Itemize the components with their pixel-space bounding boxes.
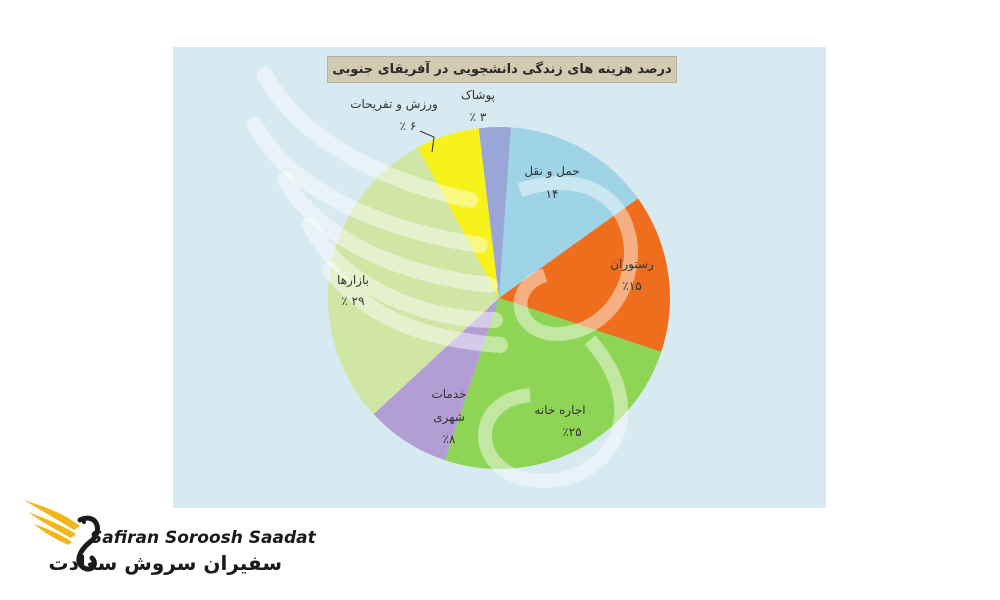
brand-name-fa: سفیران سروش سعادت <box>48 551 283 575</box>
leader-line-sports <box>419 130 435 153</box>
slice-label-utilities-1: خدمات <box>431 387 466 401</box>
watermark-swirl <box>478 176 638 488</box>
pie-slice-markets <box>328 147 499 415</box>
slice-labels: حمل و نقل ۱۴ رستوران ٪۱۵ اجاره خانه ٪۲۵ … <box>337 88 654 446</box>
slice-label-clothing: پوشاک <box>461 88 495 103</box>
slice-label-sports: ورزش و تفریحات <box>350 97 438 112</box>
slice-value-markets: ٪ ۲۹ <box>341 294 364 308</box>
slice-value-clothing: ٪ ۳ <box>470 110 487 124</box>
pie-slice-utilities <box>373 298 499 461</box>
slice-value-rent: ٪۲۵ <box>562 425 581 439</box>
pie-slices <box>328 127 671 469</box>
slice-label-markets: بازارها <box>337 273 369 288</box>
slice-label-transport: حمل و نقل <box>524 164 579 179</box>
pie-slice-restaurant <box>499 198 671 352</box>
slice-label-rent: اجاره خانه <box>534 403 585 418</box>
pie-slice-sports <box>417 128 499 298</box>
watermark-wings <box>247 67 508 353</box>
chart-title-box: درصد هزینه های زندگی دانشجویی در آفریقای… <box>327 56 677 83</box>
slice-value-utilities: ٪۸ <box>443 432 456 446</box>
slice-label-utilities-2: شهری <box>433 410 465 425</box>
pie-slice-rent <box>445 298 662 469</box>
pie-slice-clothing <box>478 127 511 299</box>
pie-slice-transport <box>499 127 639 298</box>
winged-swan-logo-icon <box>24 500 100 572</box>
slice-label-restaurant: رستوران <box>610 257 654 272</box>
slice-value-restaurant: ٪۱۵ <box>622 279 641 293</box>
brand-name-en: Safiran Soroosh Saadat <box>90 528 316 548</box>
chart-title: درصد هزینه های زندگی دانشجویی در آفریقای… <box>332 62 672 77</box>
slice-value-transport: ۱۴ <box>546 187 559 201</box>
slice-value-sports: ٪ ۶ <box>400 119 417 133</box>
